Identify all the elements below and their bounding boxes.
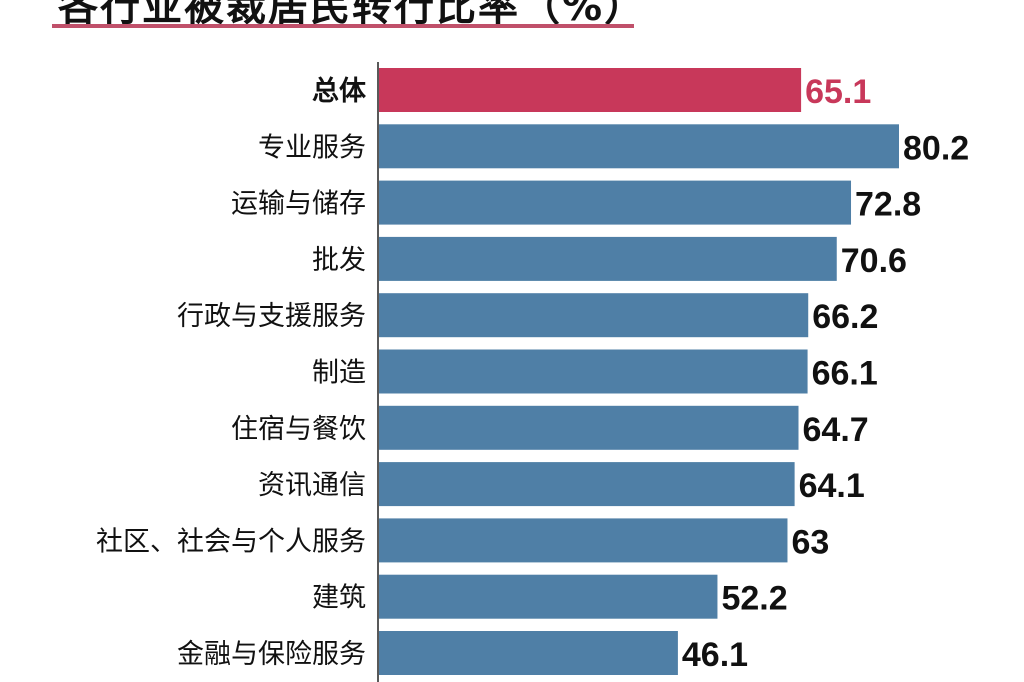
value-label: 63	[791, 523, 829, 561]
value-label: 46.1	[682, 636, 748, 674]
value-label: 72.8	[855, 186, 921, 224]
value-label: 66.1	[812, 355, 878, 393]
category-label: 行政与支援服务	[177, 301, 366, 332]
bar	[379, 124, 899, 169]
bar	[379, 68, 802, 112]
bar	[379, 574, 718, 619]
category-label: 批发	[312, 245, 366, 276]
category-label: 制造	[312, 358, 366, 389]
value-label: 64.7	[803, 411, 869, 449]
category-label: 资讯通信	[258, 470, 366, 501]
value-label: 64.1	[799, 467, 865, 505]
bar	[379, 236, 837, 281]
category-label: 运输与储存	[231, 189, 366, 220]
bar	[379, 349, 808, 394]
category-label: 住宿与餐饮	[231, 414, 366, 445]
value-label: 65.1	[805, 73, 871, 111]
value-label: 52.2	[721, 580, 787, 618]
bar	[379, 518, 788, 563]
value-label: 70.6	[841, 242, 907, 280]
value-label: 80.2	[903, 129, 969, 167]
value-label: 66.2	[812, 298, 878, 336]
category-label: 总体	[312, 76, 367, 107]
bar	[379, 631, 678, 675]
category-label: 专业服务	[258, 132, 366, 163]
category-label: 社区、社会与个人服务	[96, 526, 366, 557]
title-underline	[52, 24, 634, 28]
category-label: 建筑	[312, 583, 366, 614]
bar	[379, 405, 799, 450]
bar	[379, 293, 809, 338]
bar	[379, 180, 852, 225]
category-label: 金融与保险服务	[177, 639, 366, 670]
bar	[379, 462, 795, 507]
